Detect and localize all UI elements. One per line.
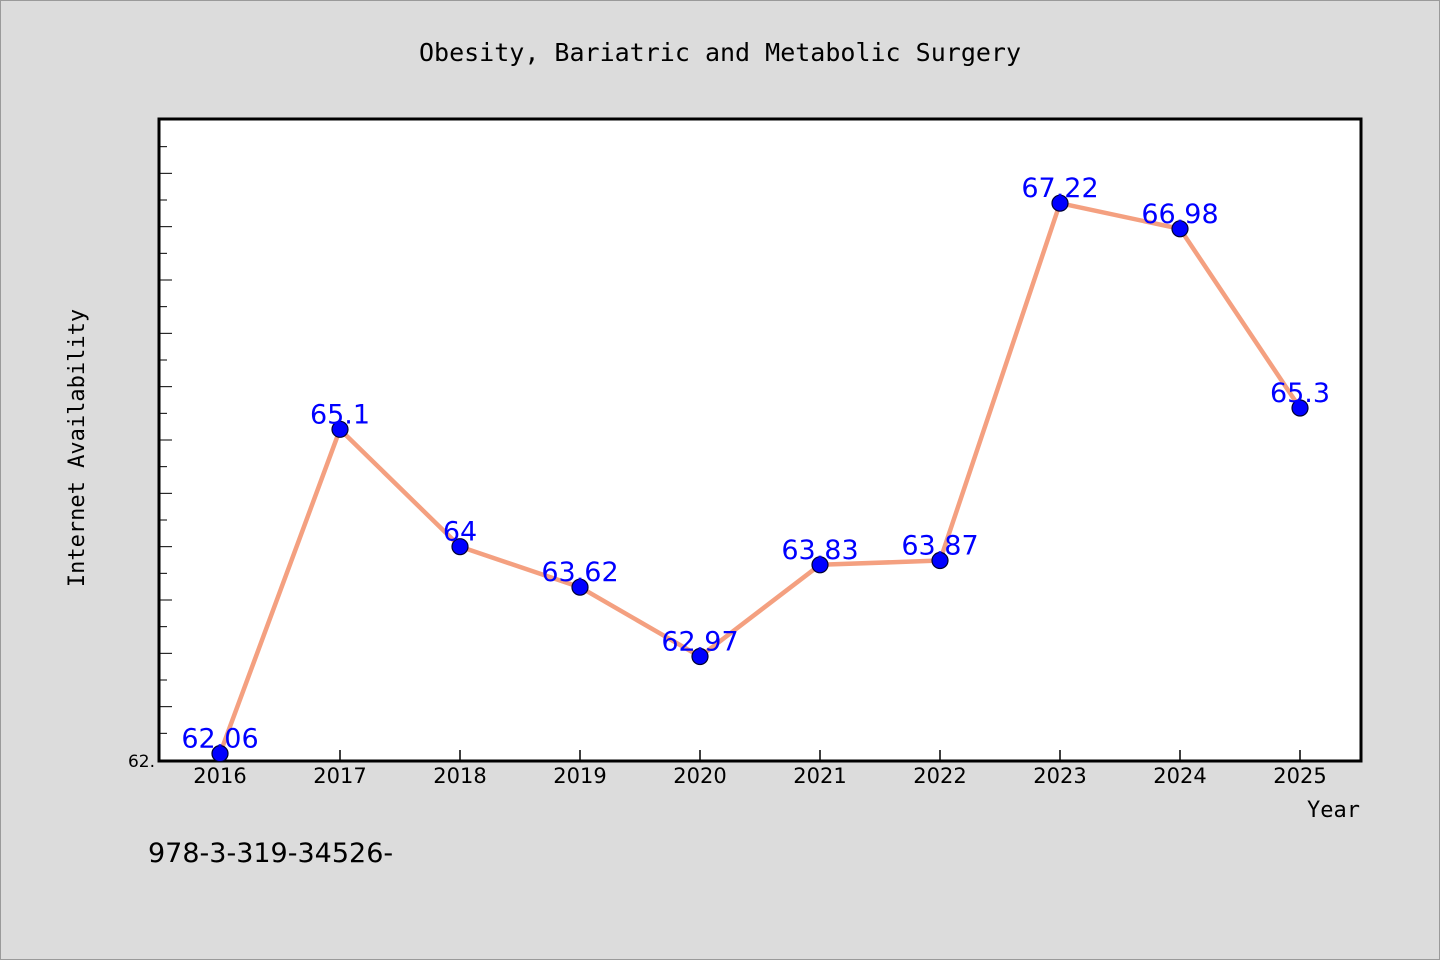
x-axis-ticks: 2016 2017 2018 2019 2020 2021 2022 2023 2024 2025 [193, 750, 1327, 788]
x-tick-label: 2018 [433, 764, 486, 788]
y-tick-label: 62. [128, 752, 155, 772]
data-point [1291, 399, 1309, 417]
data-label: 64 [443, 517, 477, 548]
x-axis-label: Year [1307, 798, 1360, 823]
x-tick-label: 2021 [793, 764, 846, 788]
data-label: 62.97 [661, 627, 738, 658]
data-point [811, 556, 829, 574]
data-label: 67.22 [1021, 173, 1098, 204]
x-tick-label: 2016 [193, 764, 246, 788]
data-label: 63.87 [901, 531, 978, 562]
data-point [451, 538, 469, 556]
series-line [217, 200, 1303, 756]
data-point [331, 420, 349, 438]
x-tick-label: 2023 [1033, 764, 1086, 788]
data-point [1171, 220, 1189, 238]
data-label: 63.83 [781, 535, 858, 566]
chart-title: Obesity, Bariatric and Metabolic Surgery [419, 38, 1021, 67]
data-point [931, 551, 949, 570]
x-tick-label: 2025 [1273, 764, 1326, 788]
data-label: 66.98 [1141, 199, 1218, 230]
data-point [211, 744, 229, 763]
x-tick-label: 2019 [553, 764, 606, 788]
x-tick-label: 2017 [313, 764, 366, 788]
data-label: 63.62 [541, 557, 618, 588]
y-axis-ticks [160, 119, 172, 761]
x-tick-label: 2020 [673, 764, 726, 788]
data-label: 65.3 [1270, 378, 1330, 409]
series-group: 62.06 65.1 64 63.62 62.97 63.83 63.87 67.22 66.9… [181, 173, 1330, 763]
x-tick-label: 2022 [913, 764, 966, 788]
y-axis-label: Internet Availability [65, 309, 90, 587]
data-label: 65.1 [310, 399, 370, 430]
data-label: 62.06 [181, 724, 258, 755]
x-tick-label: 2024 [1153, 764, 1206, 788]
data-point [571, 578, 589, 596]
footer-text: 978-3-319-34526- [148, 838, 393, 869]
data-point [691, 647, 709, 666]
data-point [1051, 194, 1069, 212]
